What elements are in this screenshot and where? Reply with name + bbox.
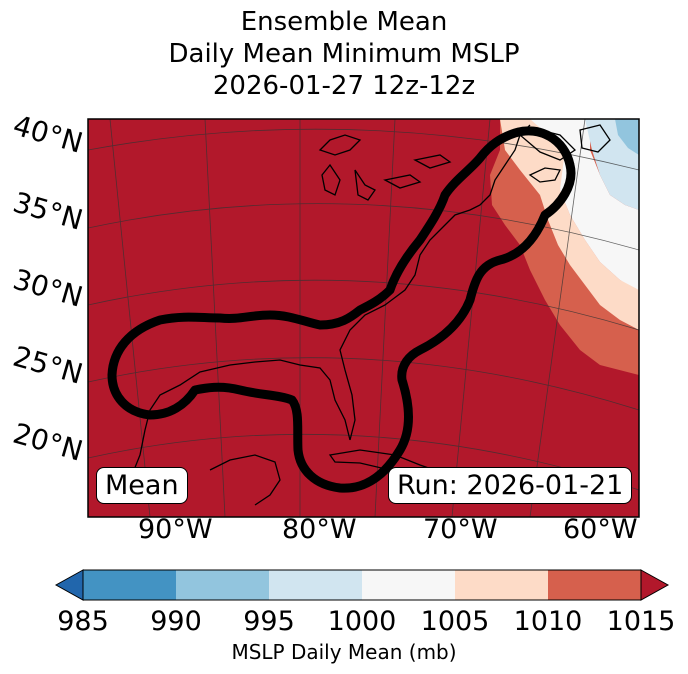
colorbar-bin-1 (83, 570, 176, 600)
title-line-1: Ensemble Mean (240, 7, 448, 37)
colorbar-bin-6 (548, 570, 641, 600)
colorbar-tick-990: 990 (150, 606, 202, 637)
lon-label-90w: 90°W (138, 514, 213, 545)
map-frame (87, 118, 640, 518)
colorbar-tick-1010: 1010 (513, 606, 583, 637)
colorbar-bin-4 (362, 570, 455, 600)
colorbar-tick-985: 985 (57, 606, 109, 637)
mean-annotation-box: Mean (96, 467, 188, 504)
colorbar-bin-5 (455, 570, 548, 600)
colorbar-tick-995: 995 (243, 606, 295, 637)
colorbar-tick-1015: 1015 (606, 606, 676, 637)
pressure-band-985-990 (615, 119, 639, 155)
colorbar-label: MSLP Daily Mean (mb) (231, 640, 457, 664)
pressure-band-1000-1005 (500, 119, 639, 330)
map-panel (88, 119, 639, 517)
colorbar-bin-2 (176, 570, 269, 600)
lon-label-70w: 70°W (423, 514, 498, 545)
colorbar-bin-3 (269, 570, 362, 600)
title-line-3: 2026-01-27 12z-12z (212, 71, 476, 101)
colorbar-tick-1000: 1000 (327, 606, 397, 637)
threshold-contour (107, 126, 576, 493)
colorbar-outline (82, 569, 642, 601)
colorbar-extend-high (640, 569, 670, 601)
coastlines (131, 124, 611, 506)
pressure-band-995-1000 (530, 119, 639, 290)
lon-label-80w: 80°W (282, 514, 357, 545)
colorbar (54, 569, 670, 601)
title-line-2: Daily Mean Minimum MSLP (168, 39, 520, 69)
colorbar-tick-1005: 1005 (420, 606, 490, 637)
run-date-annotation-box: Run: 2026-01-21 (388, 467, 633, 504)
lon-label-60w: 60°W (563, 514, 638, 545)
colorbar-extend-low (54, 569, 84, 601)
